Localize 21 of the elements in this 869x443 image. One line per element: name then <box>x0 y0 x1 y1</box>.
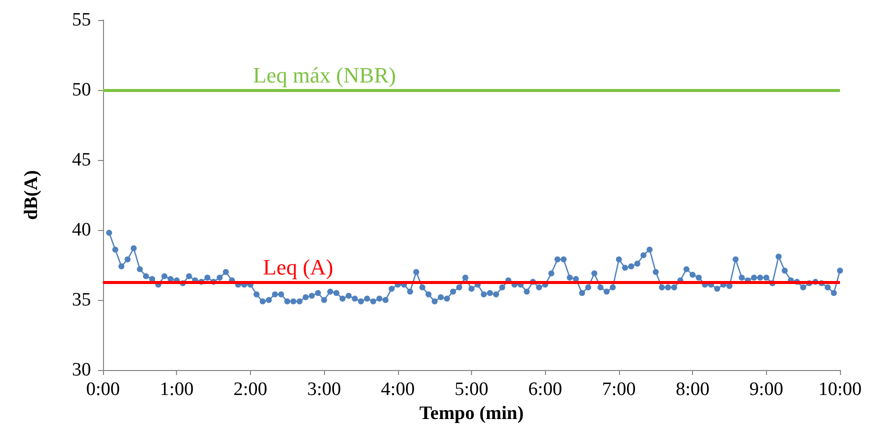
y-tick-label: 55 <box>72 10 91 30</box>
ref-line-label: Leq máx (NBR) <box>253 62 396 88</box>
x-tick-label: 2:00 <box>234 379 268 400</box>
y-tick-label: 50 <box>72 80 91 100</box>
x-tick-label: 6:00 <box>528 379 562 400</box>
x-tick-label: 4:00 <box>380 379 415 400</box>
y-tick-label: 30 <box>72 360 91 380</box>
x-tick-label: 10:00 <box>818 379 862 400</box>
ref-line-label: Leq (A) <box>263 254 334 280</box>
x-tick-label: 1:00 <box>160 379 194 400</box>
x-tick-label: 7:00 <box>602 379 636 400</box>
x-tick-label: 8:00 <box>676 379 710 400</box>
x-tick-label: 5:00 <box>454 379 488 400</box>
x-axis-title: Tempo (min) <box>419 402 524 424</box>
y-tick-label: 45 <box>72 150 91 170</box>
y-tick-label: 35 <box>72 290 91 310</box>
x-tick-label: 0:00 <box>86 379 120 400</box>
x-tick-label: 9:00 <box>749 379 784 400</box>
x-tick-label: 3:00 <box>307 379 341 400</box>
y-axis-title: dB(A) <box>21 170 42 220</box>
y-tick-label: 40 <box>72 220 91 240</box>
